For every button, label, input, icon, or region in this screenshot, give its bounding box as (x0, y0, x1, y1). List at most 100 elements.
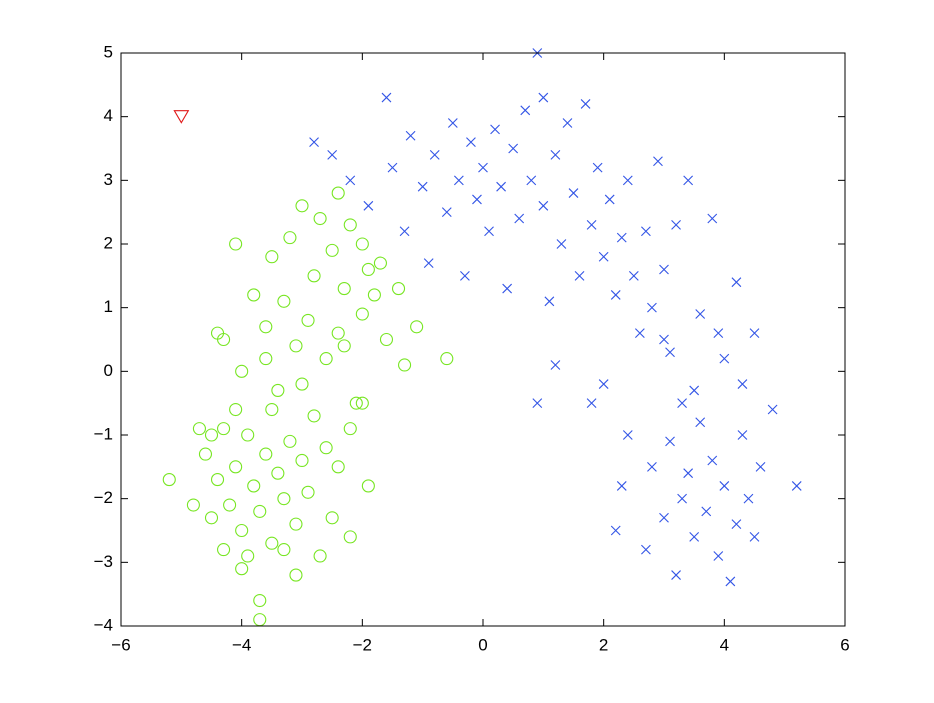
point (229, 460, 243, 474)
point (423, 258, 434, 268)
point (331, 186, 345, 200)
point (478, 162, 488, 173)
point (241, 549, 255, 563)
point (247, 479, 261, 493)
point (277, 492, 291, 506)
point (484, 226, 494, 237)
point (387, 162, 398, 173)
point (689, 531, 700, 542)
point (610, 525, 621, 536)
point (665, 347, 675, 358)
point (647, 302, 657, 313)
point (253, 504, 267, 518)
point (695, 309, 706, 319)
point (737, 379, 748, 389)
point (198, 447, 213, 461)
point (331, 326, 345, 340)
y-tick-label: −1 (94, 424, 113, 443)
point (327, 149, 338, 160)
point (586, 220, 597, 230)
point (472, 194, 482, 205)
y-tick-label: −2 (94, 488, 113, 507)
point (349, 396, 363, 410)
point (634, 328, 645, 339)
point (440, 352, 454, 366)
point (659, 334, 669, 345)
plot-frame (120, 52, 846, 627)
point (671, 570, 681, 580)
point (247, 288, 261, 302)
point (391, 282, 406, 296)
point (647, 461, 657, 472)
point (616, 232, 627, 243)
point (447, 118, 458, 128)
y-tick-label: 4 (104, 106, 113, 125)
point (235, 562, 249, 576)
point (731, 519, 742, 530)
point (743, 493, 754, 504)
point (767, 404, 778, 415)
point (289, 339, 303, 353)
point (496, 181, 506, 192)
point (628, 270, 639, 281)
point (399, 226, 410, 237)
point (683, 468, 694, 479)
point (307, 409, 321, 423)
point (277, 294, 291, 308)
y-tick-label: −4 (94, 615, 113, 634)
point (749, 328, 760, 339)
point (381, 92, 392, 103)
x-tick-label: 2 (599, 635, 608, 654)
point (562, 118, 573, 128)
point (453, 175, 464, 186)
point (598, 379, 609, 389)
point (192, 422, 206, 436)
y-tick-label: 1 (104, 297, 113, 316)
point (466, 137, 476, 148)
point (253, 593, 267, 608)
point (550, 149, 561, 160)
point (755, 461, 766, 472)
point (345, 175, 356, 186)
point (295, 199, 309, 213)
x-tick-label: 6 (840, 635, 849, 654)
point (301, 485, 315, 499)
point (271, 383, 285, 397)
point (241, 428, 255, 442)
point (217, 422, 231, 436)
point (653, 156, 663, 167)
point (355, 237, 369, 251)
point (556, 239, 567, 249)
point (289, 517, 303, 531)
point (514, 213, 525, 224)
point (592, 162, 603, 173)
point (665, 436, 675, 447)
point (604, 194, 615, 205)
point (538, 200, 549, 211)
point (301, 313, 315, 327)
point (490, 124, 500, 135)
x-tick-label: 0 (478, 635, 487, 654)
point (544, 296, 555, 307)
point (707, 455, 718, 466)
point (295, 377, 309, 391)
point (725, 576, 736, 587)
point (271, 466, 285, 480)
point (363, 200, 374, 211)
point (568, 188, 579, 198)
point (204, 428, 219, 442)
y-tick-label: 3 (104, 170, 113, 189)
point (309, 137, 319, 148)
point (295, 453, 309, 468)
point (659, 264, 669, 275)
y-tick-label: −3 (94, 552, 113, 571)
point (707, 213, 718, 224)
point (586, 398, 597, 409)
point (677, 493, 687, 504)
point (313, 549, 327, 563)
point (502, 283, 513, 294)
point (622, 175, 633, 186)
point (367, 288, 381, 302)
